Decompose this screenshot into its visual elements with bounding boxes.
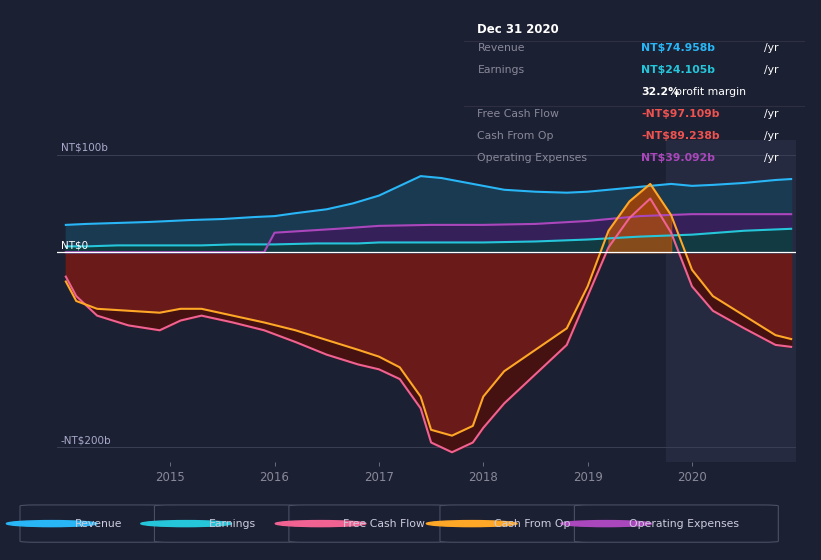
Text: profit margin: profit margin <box>675 87 746 97</box>
Bar <box>666 140 796 462</box>
Text: Free Cash Flow: Free Cash Flow <box>343 519 425 529</box>
Text: -NT$89.238b: -NT$89.238b <box>641 131 720 141</box>
Text: Earnings: Earnings <box>478 65 525 75</box>
Text: NT$39.092b: NT$39.092b <box>641 153 715 164</box>
Circle shape <box>275 521 366 526</box>
Text: Cash From Op: Cash From Op <box>494 519 571 529</box>
Text: Dec 31 2020: Dec 31 2020 <box>478 22 559 36</box>
Text: /yr: /yr <box>764 131 778 141</box>
Text: NT$24.105b: NT$24.105b <box>641 65 715 75</box>
FancyBboxPatch shape <box>289 505 447 542</box>
Text: NT$74.958b: NT$74.958b <box>641 43 715 53</box>
FancyBboxPatch shape <box>440 505 587 542</box>
Circle shape <box>7 521 97 526</box>
Text: -NT$200b: -NT$200b <box>61 436 111 445</box>
Text: Earnings: Earnings <box>209 519 256 529</box>
Text: Operating Expenses: Operating Expenses <box>478 153 588 164</box>
Text: /yr: /yr <box>764 43 778 53</box>
Text: Revenue: Revenue <box>75 519 122 529</box>
Text: /yr: /yr <box>764 153 778 164</box>
Text: -NT$97.109b: -NT$97.109b <box>641 109 719 119</box>
Text: Cash From Op: Cash From Op <box>478 131 554 141</box>
Text: /yr: /yr <box>764 65 778 75</box>
Text: NT$0: NT$0 <box>61 240 88 250</box>
Circle shape <box>426 521 517 526</box>
Text: Operating Expenses: Operating Expenses <box>629 519 739 529</box>
FancyBboxPatch shape <box>154 505 298 542</box>
FancyBboxPatch shape <box>20 505 163 542</box>
Circle shape <box>141 521 232 526</box>
Text: NT$100b: NT$100b <box>61 143 108 153</box>
Text: Revenue: Revenue <box>478 43 525 53</box>
Text: Free Cash Flow: Free Cash Flow <box>478 109 559 119</box>
Text: /yr: /yr <box>764 109 778 119</box>
Circle shape <box>561 521 651 526</box>
Text: 32.2%: 32.2% <box>641 87 679 97</box>
FancyBboxPatch shape <box>575 505 778 542</box>
